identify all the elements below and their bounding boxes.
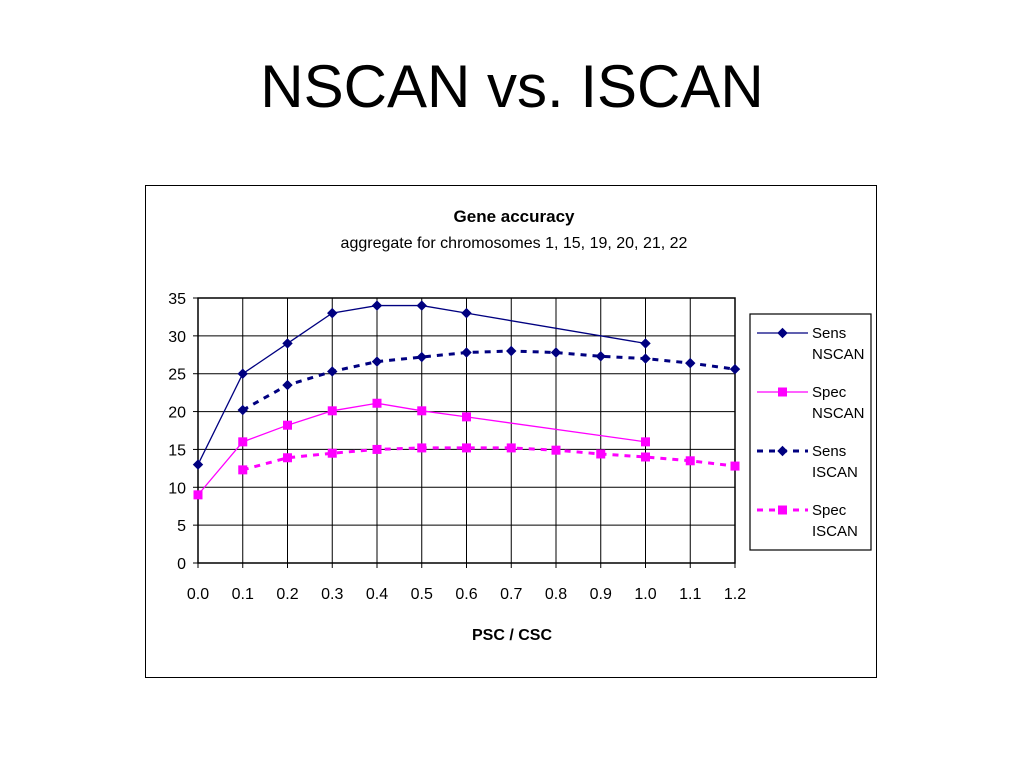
x-tick-label: 1.1 — [679, 586, 701, 603]
data-point — [327, 366, 338, 377]
data-point — [282, 338, 293, 349]
data-point — [327, 307, 338, 319]
data-point — [461, 347, 472, 358]
legend-entry: Spec ISCAN — [757, 502, 858, 540]
x-tick-label: 0.4 — [366, 586, 388, 603]
data-point — [416, 300, 427, 311]
legend-swatch-marker — [777, 327, 788, 339]
series-spec-iscan — [238, 443, 740, 475]
x-tick-label: 0.7 — [500, 586, 522, 603]
x-tick-label: 0.5 — [411, 586, 433, 603]
legend-swatch-marker — [778, 505, 787, 515]
data-point — [596, 449, 606, 459]
y-tick-label: 10 — [168, 480, 186, 497]
x-axis-label: PSC / CSC — [472, 627, 552, 644]
legend-label-line2: ISCAN — [812, 464, 858, 481]
data-point — [462, 443, 471, 453]
data-point — [238, 465, 248, 475]
x-tick-label: 0.2 — [276, 586, 298, 603]
data-point — [417, 406, 427, 416]
legend-label-line2: NSCAN — [812, 405, 865, 422]
data-point — [551, 445, 561, 455]
x-tick-label: 0.8 — [545, 586, 567, 603]
data-point — [371, 356, 383, 367]
data-point — [641, 437, 650, 447]
data-point — [327, 406, 337, 416]
data-point — [237, 404, 248, 416]
y-tick-label: 20 — [168, 405, 186, 422]
data-point — [506, 345, 517, 357]
data-point — [685, 357, 696, 369]
legend: Sens NSCAN Spec NSCAN Sens ISCAN Spec ISCAN — [749, 313, 872, 551]
x-tick-label: 0.9 — [590, 586, 612, 603]
chart-title: Gene accuracy — [454, 207, 576, 226]
series-sens-iscan — [237, 345, 741, 416]
data-point — [417, 443, 427, 453]
series-line — [197, 402, 646, 496]
series-line — [197, 304, 646, 465]
chart-frame: Gene accuracy aggregate for chromosomes … — [145, 185, 877, 678]
legend-label-line1: Sens — [812, 325, 846, 342]
y-tick-label: 15 — [168, 442, 186, 459]
data-point — [283, 453, 292, 463]
legend-entry: Sens ISCAN — [757, 443, 858, 481]
data-point — [193, 490, 203, 500]
series-layer — [192, 300, 741, 500]
y-tick-label: 30 — [168, 329, 186, 346]
data-point — [327, 448, 337, 458]
data-point — [461, 307, 472, 319]
legend-label-line2: NSCAN — [812, 346, 865, 363]
data-point — [238, 437, 248, 447]
data-point — [640, 353, 651, 364]
x-tick-label: 0.3 — [321, 586, 343, 603]
data-point — [462, 412, 471, 422]
axis-ticks: 0 5 10 15 20 25 30 35 0.0 0.1 0.2 0.3 0.4 0.5 0.6 0.7 0.… — [168, 291, 746, 603]
y-tick-label: 5 — [177, 518, 186, 535]
data-point — [192, 459, 204, 470]
grid-lines — [197, 297, 736, 564]
x-tick-label: 1.0 — [634, 586, 656, 603]
data-point — [283, 420, 292, 430]
data-point — [416, 351, 427, 363]
data-point — [237, 368, 248, 379]
data-point — [729, 363, 741, 375]
data-point — [640, 338, 651, 349]
series-spec-nscan — [193, 398, 650, 500]
series-line — [242, 446, 736, 472]
chart-subtitle: aggregate for chromosomes 1, 15, 19, 20,… — [341, 235, 688, 252]
line-chart: Gene accuracy aggregate for chromosomes … — [168, 207, 872, 644]
data-point — [685, 456, 695, 466]
data-point — [282, 379, 293, 391]
legend-swatch-marker — [777, 445, 788, 457]
legend-label-line2: ISCAN — [812, 523, 858, 540]
x-tick-label: 0.1 — [232, 586, 254, 603]
legend-label-line1: Spec — [812, 502, 847, 519]
legend-box — [749, 313, 872, 551]
legend-label-line1: Spec — [812, 384, 847, 401]
data-point — [641, 452, 650, 462]
y-tick-label: 0 — [177, 556, 186, 573]
series-line — [242, 349, 736, 412]
data-point — [595, 351, 606, 362]
legend-entry: Spec NSCAN — [757, 384, 865, 422]
data-point — [371, 300, 383, 311]
series-sens-nscan — [192, 300, 651, 470]
data-point — [372, 398, 382, 408]
x-tick-label: 1.2 — [724, 586, 746, 603]
data-point — [506, 443, 516, 453]
x-tick-label: 0.6 — [455, 586, 477, 603]
data-point — [550, 347, 562, 358]
data-point — [730, 461, 740, 471]
x-tick-label: 0.0 — [187, 586, 209, 603]
legend-label-line1: Sens — [812, 443, 846, 460]
data-point — [372, 444, 382, 454]
slide-title: NSCAN vs. ISCAN — [260, 53, 764, 120]
legend-swatch-marker — [778, 387, 787, 397]
legend-entry: Sens NSCAN — [757, 325, 865, 363]
y-tick-label: 35 — [168, 291, 186, 308]
y-tick-label: 25 — [168, 367, 186, 384]
